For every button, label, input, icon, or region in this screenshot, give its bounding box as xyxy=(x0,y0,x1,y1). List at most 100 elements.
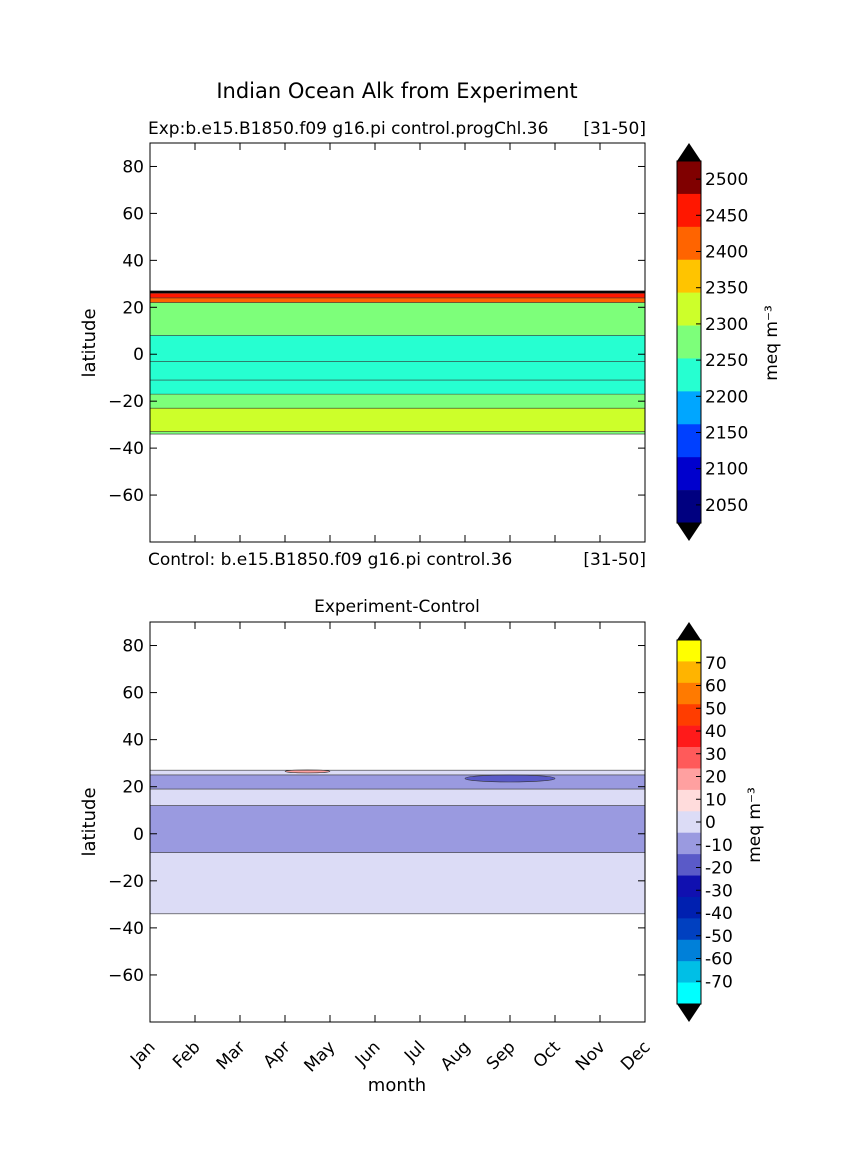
bottom-colorbar-segment xyxy=(677,789,701,812)
top-y-tick-label: 40 xyxy=(122,251,144,271)
bottom-colorbar-tick-label: 60 xyxy=(705,677,727,697)
top-contour-field xyxy=(150,290,645,435)
top-y-ticks: 80 60 40 20 0 −20 −40 −60 xyxy=(108,157,645,506)
top-y-tick-label: −20 xyxy=(108,392,144,412)
top-colorbar-segment xyxy=(677,161,701,195)
top-contour-band xyxy=(150,302,645,336)
bottom-contour-field xyxy=(150,769,645,915)
bottom-colorbar-segment xyxy=(677,854,701,876)
bottom-colorbar-label: meq m⁻³ xyxy=(745,787,765,863)
bottom-colorbar-tick-label: -20 xyxy=(705,859,733,879)
bottom-x-tick-label: Jan xyxy=(126,1037,159,1070)
bottom-colorbar-segment xyxy=(677,896,701,919)
bottom-y-tick-label: 80 xyxy=(122,637,144,657)
top-axes-frame xyxy=(149,142,646,543)
bottom-panel: Experiment-Control 80 60 40 20 0 −20 −40 −60 Ja… xyxy=(79,597,765,1096)
bottom-panel-title: Experiment-Control xyxy=(314,597,480,617)
top-colorbar-tick-label: 2050 xyxy=(705,496,748,516)
top-colorbar-segment xyxy=(677,424,701,458)
bottom-colorbar-tick-label: -40 xyxy=(705,904,733,924)
top-colorbar-tick-label: 2250 xyxy=(705,351,748,371)
top-contour-band xyxy=(150,290,645,294)
bottom-x-tick-label: Dec xyxy=(617,1037,654,1074)
top-colorbar-segment xyxy=(677,325,701,359)
bottom-x-tick-label: Apr xyxy=(260,1037,295,1072)
top-colorbar-tick-label: 2450 xyxy=(705,206,748,226)
bottom-y-tick-label: 60 xyxy=(122,684,144,704)
top-colorbar-tick-label: 2300 xyxy=(705,315,748,335)
bottom-colorbar-extend-under xyxy=(677,1004,701,1022)
top-colorbar-segment xyxy=(677,490,701,524)
top-y-tick-label: 20 xyxy=(122,298,144,318)
top-panel-title: Exp:b.e15.B1850.f09 g16.pi control.progC… xyxy=(148,119,548,139)
bottom-x-tick-label: Aug xyxy=(437,1037,475,1075)
bottom-colorbar-tick-label: -50 xyxy=(705,927,733,947)
bottom-colorbar-segment xyxy=(677,875,701,898)
top-panel-control-range: [31-50] xyxy=(583,550,646,570)
bottom-colorbar-segment xyxy=(677,961,701,983)
bottom-colorbar-segment xyxy=(677,982,701,1005)
bottom-colorbar-tick-label: -10 xyxy=(705,836,733,856)
bottom-colorbar-segment xyxy=(677,725,701,748)
top-colorbar-segment xyxy=(677,226,701,261)
top-y-tick-label: −60 xyxy=(108,486,144,506)
suptitle: Indian Ocean Alk from Experiment xyxy=(216,79,577,103)
bottom-x-tick-label: Sep xyxy=(483,1037,520,1074)
top-colorbar-extend-under xyxy=(677,523,701,541)
bottom-axes-frame xyxy=(149,621,646,1023)
top-colorbar-segment xyxy=(677,391,701,425)
top-colorbar-frame xyxy=(676,160,702,524)
top-panel: Exp:b.e15.B1850.f09 g16.pi control.progC… xyxy=(79,119,782,570)
bottom-colorbar-segment xyxy=(677,661,701,684)
bottom-y-tick-label: −40 xyxy=(108,919,144,939)
top-x-ticks xyxy=(149,143,646,542)
top-colorbar-segment xyxy=(677,457,701,491)
bottom-x-tick-label: Jul xyxy=(400,1037,429,1066)
top-colorbar-tick-label: 2200 xyxy=(705,387,748,407)
bottom-colorbar-segment xyxy=(677,640,701,662)
bottom-y-tick-label: −20 xyxy=(108,872,144,892)
top-colorbar-segment xyxy=(677,358,701,392)
bottom-colorbar-tick-label: 50 xyxy=(705,699,727,719)
top-colorbar-segment xyxy=(677,193,701,228)
bottom-colorbar-tick-label: 0 xyxy=(705,813,716,833)
bottom-colorbar-extend-over xyxy=(677,622,701,640)
bottom-colorbar-tick-label: 40 xyxy=(705,722,727,742)
top-colorbar-label: meq m⁻³ xyxy=(762,305,782,381)
top-colorbar-segment xyxy=(677,292,701,326)
top-colorbar-tick-label: 2500 xyxy=(705,170,748,190)
bottom-y-tick-label: 0 xyxy=(133,825,144,845)
bottom-colorbar-segment xyxy=(677,918,701,941)
top-contour-band xyxy=(150,293,645,298)
top-y-tick-label: −40 xyxy=(108,439,144,459)
bottom-contour-band xyxy=(150,789,645,806)
bottom-y-tick-label: −60 xyxy=(108,966,144,986)
bottom-contour-patch xyxy=(284,769,331,774)
bottom-y-tick-label: 20 xyxy=(122,778,144,798)
bottom-y-axis-label: latitude xyxy=(79,787,100,856)
top-colorbar-tick-label: 2150 xyxy=(705,424,748,444)
bottom-x-tick-label: May xyxy=(301,1037,340,1076)
bottom-colorbar-tick-label: 20 xyxy=(705,768,727,788)
top-y-tick-label: 80 xyxy=(122,157,144,177)
bottom-y-ticks: 80 60 40 20 0 −20 −40 −60 xyxy=(108,637,645,986)
bottom-colorbar-tick-label: 10 xyxy=(705,790,727,810)
bottom-colorbar-segment xyxy=(677,768,701,791)
bottom-x-tick-label: Oct xyxy=(530,1037,565,1072)
bottom-colorbar-segment xyxy=(677,939,701,962)
bottom-contour-band xyxy=(150,852,645,914)
bottom-colorbar-tick-label: -70 xyxy=(705,972,733,992)
bottom-colorbar-tick-label: 70 xyxy=(705,654,727,674)
top-y-tick-label: 0 xyxy=(133,345,144,365)
bottom-y-tick-label: 40 xyxy=(122,731,144,751)
bottom-x-tick-label: Feb xyxy=(169,1037,204,1072)
top-panel-title-range: [31-50] xyxy=(583,119,646,139)
bottom-colorbar-tick-label: -30 xyxy=(705,881,733,901)
top-colorbar: 2500 2450 2400 2350 2300 2250 2200 2150 2100 2050 xyxy=(676,143,748,541)
bottom-contour-patch xyxy=(464,774,556,783)
top-panel-control-label: Control: b.e15.B1850.f09 g16.pi control.… xyxy=(148,550,512,570)
bottom-contour-band xyxy=(150,774,645,790)
bottom-colorbar-tick-label: 30 xyxy=(705,745,727,765)
top-y-tick-label: 60 xyxy=(122,204,144,224)
